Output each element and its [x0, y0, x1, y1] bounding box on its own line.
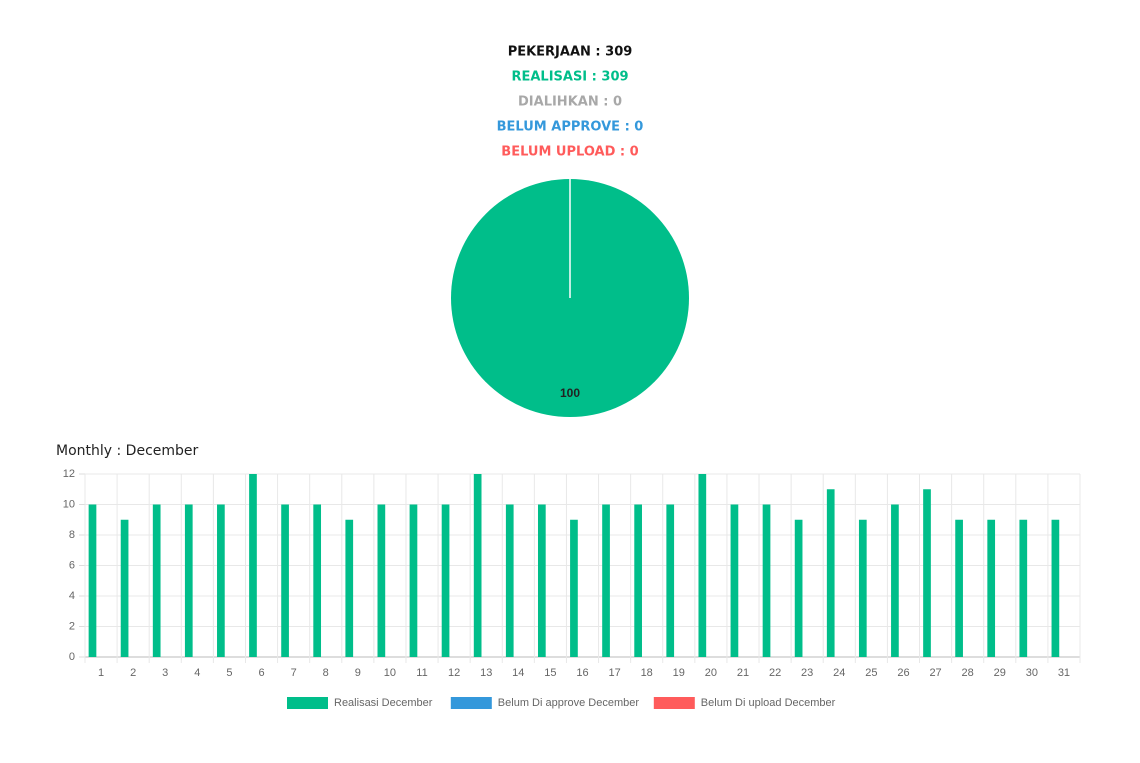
bar — [955, 519, 963, 657]
x-tick-label: 11 — [416, 667, 427, 679]
bar — [923, 489, 931, 657]
bar — [473, 474, 482, 657]
pie-label: 100 — [560, 386, 580, 400]
legend-swatch — [287, 697, 328, 709]
y-tick-label: 10 — [63, 498, 75, 510]
x-tick-label: 24 — [833, 667, 845, 679]
bar — [987, 519, 996, 657]
bar — [505, 504, 514, 657]
summary-line: BELUM APPROVE : 0 — [497, 120, 644, 135]
x-tick-label: 14 — [512, 667, 524, 679]
x-tick-label: 17 — [608, 667, 620, 679]
y-tick-label: 4 — [69, 590, 75, 602]
y-tick-label: 0 — [69, 651, 75, 663]
x-tick-label: 8 — [323, 667, 329, 679]
legend-label: Belum Di approve December — [498, 697, 640, 709]
bar — [120, 519, 129, 657]
x-tick-label: 31 — [1058, 667, 1070, 679]
x-tick-label: 6 — [258, 667, 264, 679]
x-tick-label: 5 — [226, 667, 232, 679]
bar — [858, 519, 867, 657]
x-tick-label: 29 — [994, 667, 1006, 679]
bar — [826, 489, 835, 657]
bar — [1051, 519, 1060, 657]
bar — [794, 519, 803, 657]
x-tick-label: 18 — [641, 667, 653, 679]
summary-line: BELUM UPLOAD : 0 — [501, 145, 638, 160]
bar — [88, 504, 97, 657]
x-tick-label: 20 — [705, 667, 717, 679]
x-tick-label: 15 — [544, 667, 556, 679]
bar — [152, 504, 161, 657]
y-tick-label: 6 — [69, 559, 75, 571]
legend-label: Realisasi December — [334, 697, 433, 709]
x-tick-label: 1 — [98, 667, 104, 679]
summary-line: DIALIHKAN : 0 — [518, 95, 622, 110]
x-tick-label: 2 — [130, 667, 136, 679]
bar — [730, 504, 739, 657]
y-tick-label: 8 — [69, 529, 75, 541]
bar — [602, 504, 610, 657]
bar — [666, 504, 675, 657]
bar — [762, 504, 771, 657]
bar — [409, 504, 418, 657]
x-tick-label: 21 — [737, 667, 749, 679]
x-tick-label: 27 — [929, 667, 941, 679]
bar — [377, 504, 386, 657]
summary-line: PEKERJAAN : 309 — [508, 45, 633, 60]
x-tick-label: 19 — [673, 667, 685, 679]
bar — [249, 474, 257, 657]
x-tick-label: 9 — [355, 667, 361, 679]
x-tick-label: 12 — [448, 667, 460, 679]
y-tick-label: 2 — [69, 620, 75, 632]
x-tick-label: 30 — [1026, 667, 1038, 679]
x-tick-label: 16 — [576, 667, 588, 679]
bar — [1019, 519, 1028, 657]
x-tick-label: 22 — [769, 667, 781, 679]
bar — [570, 519, 578, 657]
bar — [441, 504, 450, 657]
bar — [891, 504, 899, 657]
legend-label: Belum Di upload December — [701, 697, 836, 709]
bar — [313, 504, 322, 657]
bar — [184, 504, 193, 657]
bar — [345, 519, 354, 657]
x-tick-label: 4 — [194, 667, 200, 679]
x-tick-label: 28 — [962, 667, 974, 679]
bar — [698, 474, 707, 657]
y-tick-label: 12 — [63, 468, 75, 480]
x-tick-label: 3 — [162, 667, 168, 679]
summary-line: REALISASI : 309 — [511, 70, 628, 85]
x-tick-label: 13 — [480, 667, 492, 679]
bar — [634, 504, 642, 657]
x-tick-label: 25 — [865, 667, 877, 679]
bar — [217, 504, 225, 657]
x-tick-label: 7 — [291, 667, 297, 679]
bar — [281, 504, 289, 657]
bar — [537, 504, 546, 657]
x-tick-label: 26 — [897, 667, 909, 679]
legend-swatch — [653, 697, 695, 709]
x-tick-label: 10 — [384, 667, 396, 679]
legend-swatch — [450, 697, 492, 709]
bar-chart-title: Monthly : December — [56, 443, 199, 459]
x-tick-label: 23 — [801, 667, 813, 679]
